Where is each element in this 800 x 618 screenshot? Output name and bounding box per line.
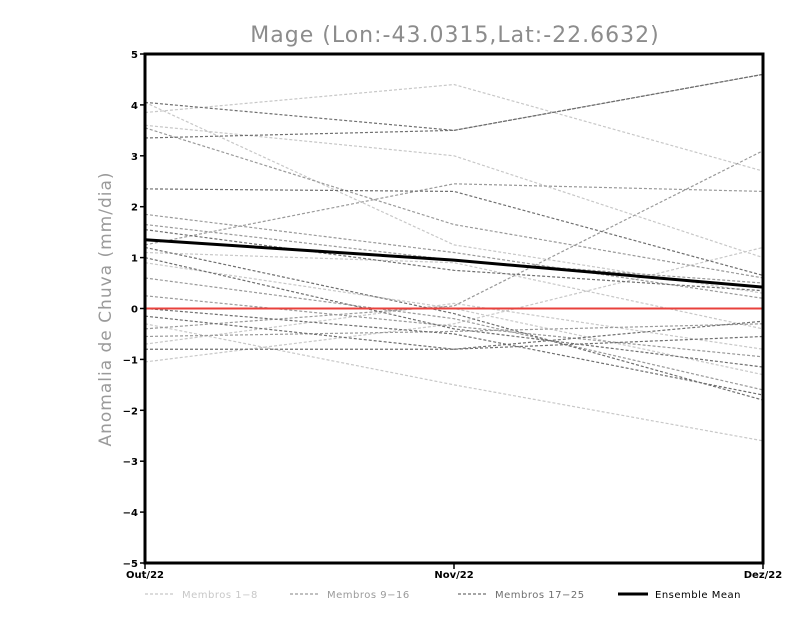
y-tick-label: −3 [123, 457, 138, 468]
member-line-8 [144, 246, 764, 363]
mean-layer [144, 238, 764, 289]
member-line-25 [144, 307, 764, 396]
chart-title: Mage (Lon:-43.0315,Lat:-22.6632) [250, 23, 659, 48]
y-tick-label: −1 [123, 355, 138, 366]
member-line-22 [144, 315, 764, 350]
member-line-4 [144, 251, 764, 330]
ensemble-mean-line [144, 238, 764, 289]
member-line-20 [144, 229, 764, 292]
legend-label: Membros 9−16 [327, 590, 410, 601]
legend: Membros 1−8 Membros 9−16 Membros 17−25 Ense… [145, 590, 741, 601]
member-line-23 [145, 335, 764, 350]
member-line-9 [144, 127, 764, 279]
y-tick-label: 4 [131, 101, 138, 112]
member-line-1 [144, 83, 764, 172]
member-line-11 [144, 183, 764, 246]
y-tick-label: 1 [131, 254, 138, 265]
member-line-3 [144, 101, 764, 294]
y-tick-label: 0 [131, 305, 138, 316]
series-layer [144, 73, 764, 442]
x-tick-label: Out/22 [126, 570, 164, 581]
member-line-13 [144, 295, 764, 358]
member-line-2 [144, 124, 764, 259]
plot-area [144, 73, 764, 442]
member-line-15 [144, 223, 764, 284]
x-axis-ticks: Out/22 Nov/22 Dez/22 [126, 563, 782, 581]
y-tick-label: −4 [123, 508, 138, 519]
y-tick-label: 3 [131, 152, 138, 163]
y-tick-label: −2 [123, 406, 138, 417]
member-line-7 [144, 302, 764, 350]
y-axis-ticks: −5 −4 −3 −2 −1 0 1 2 3 4 5 [123, 50, 145, 570]
y-tick-label: 5 [131, 50, 138, 61]
member-line-18 [144, 73, 764, 139]
y-axis-label: Anomalia de Chuva (mm/dia) [96, 171, 116, 446]
member-line-14 [144, 150, 764, 330]
legend-label: Membros 17−25 [495, 590, 585, 601]
member-line-16 [144, 323, 764, 338]
member-line-17 [144, 73, 764, 131]
member-line-10 [144, 213, 764, 299]
member-line-24 [144, 257, 764, 368]
y-tick-label: −5 [123, 559, 138, 570]
member-line-12 [144, 277, 764, 391]
y-tick-label: 2 [131, 203, 138, 214]
member-line-6 [144, 323, 764, 442]
x-tick-label: Dez/22 [744, 570, 783, 581]
x-tick-label: Nov/22 [434, 570, 473, 581]
member-line-21 [144, 246, 764, 401]
legend-label: Ensemble Mean [655, 590, 741, 601]
member-line-19 [144, 188, 764, 276]
legend-label: Membros 1−8 [182, 590, 258, 601]
